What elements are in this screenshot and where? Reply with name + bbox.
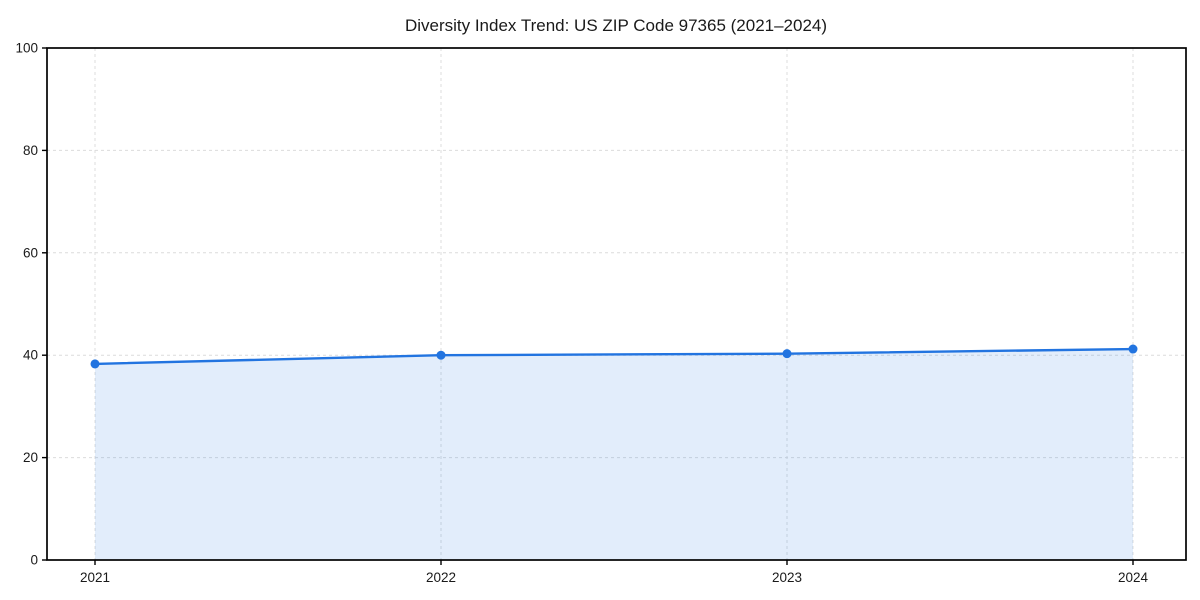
data-point-marker bbox=[90, 359, 100, 369]
data-point-marker bbox=[782, 349, 792, 359]
x-tick-label: 2024 bbox=[1118, 570, 1149, 585]
x-tick-label: 2023 bbox=[772, 570, 802, 585]
line-layer bbox=[93, 347, 1135, 366]
y-tick-label: 20 bbox=[23, 450, 38, 465]
x-tick-label: 2022 bbox=[426, 570, 456, 585]
area-layer bbox=[95, 349, 1133, 560]
axis-layer: 0 20 40 60 80 100 2021 2022 2023 2024 bbox=[15, 40, 1148, 585]
frame-layer bbox=[46, 47, 1187, 561]
y-tick-label: 40 bbox=[23, 348, 38, 363]
series-area-fill bbox=[95, 349, 1133, 560]
data-point-marker bbox=[436, 350, 446, 360]
data-point-marker bbox=[1128, 344, 1138, 354]
marker-layer bbox=[90, 344, 1138, 369]
x-tick-label: 2021 bbox=[80, 570, 110, 585]
y-tick-label: 100 bbox=[15, 40, 38, 55]
chart-title: Diversity Index Trend: US ZIP Code 97365… bbox=[405, 16, 827, 35]
series-line bbox=[93, 347, 1135, 366]
y-tick-label: 0 bbox=[30, 552, 38, 567]
y-tick-label: 60 bbox=[23, 245, 38, 260]
y-tick-label: 80 bbox=[23, 143, 38, 158]
plot-frame bbox=[46, 47, 1187, 561]
